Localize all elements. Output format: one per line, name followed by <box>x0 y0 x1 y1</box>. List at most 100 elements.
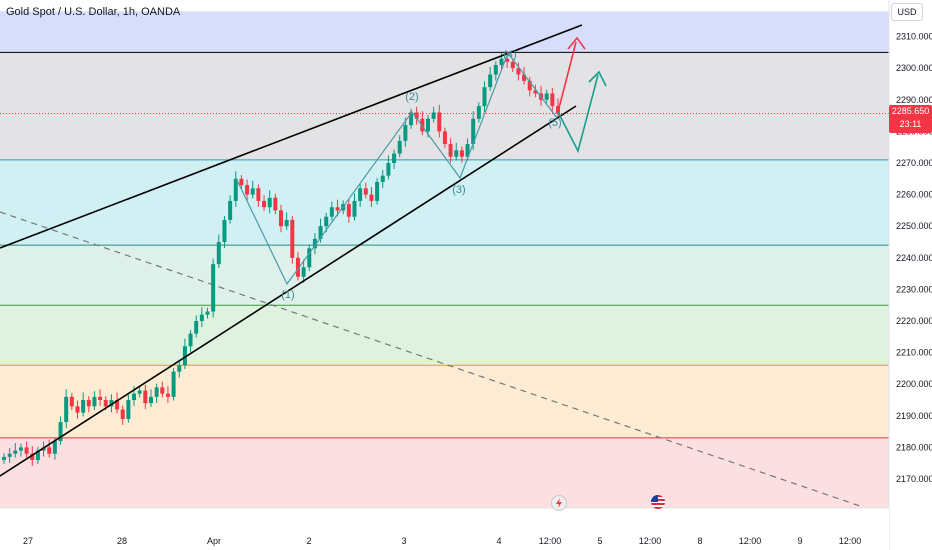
candle-body <box>448 144 453 157</box>
candle <box>324 212 329 233</box>
candle-body <box>459 150 464 157</box>
lightning-icon[interactable] <box>551 495 567 511</box>
y-tick-label: 2230.000 <box>896 284 932 294</box>
y-tick-label: 2250.000 <box>896 221 932 231</box>
candle-body <box>290 219 295 258</box>
candle-body <box>363 188 368 195</box>
candle-body <box>115 400 120 410</box>
candle-body <box>510 61 515 69</box>
y-tick-label: 2170.000 <box>896 474 932 484</box>
candle <box>58 416 63 445</box>
candle <box>346 198 351 223</box>
candle-body <box>431 112 436 119</box>
bullish-arrowhead <box>588 70 607 87</box>
candle <box>222 216 227 249</box>
candle <box>64 389 69 429</box>
candle-body <box>318 226 323 239</box>
candle-body <box>165 393 170 397</box>
x-tick-label: 12:00 <box>639 536 662 546</box>
currency-selector[interactable]: USD <box>891 3 923 21</box>
candle <box>533 84 538 98</box>
candle <box>239 175 244 189</box>
candle <box>228 195 233 224</box>
candle-body <box>493 65 498 75</box>
candle <box>352 193 357 221</box>
candle-body <box>177 365 182 372</box>
bullish-arrow-path <box>557 74 599 154</box>
candle-body <box>239 178 244 186</box>
candle <box>182 338 187 370</box>
candle-body <box>137 390 142 394</box>
candle <box>75 400 80 419</box>
candle-body <box>442 131 447 145</box>
candle <box>199 307 204 328</box>
candle-body <box>24 447 29 454</box>
x-tick-label: 12:00 <box>839 536 862 546</box>
candle <box>544 89 549 104</box>
y-tick-label: 2220.000 <box>896 316 932 326</box>
candle-body <box>2 456 6 461</box>
wave-label: (3) <box>452 184 465 196</box>
wave-label: (5) <box>548 117 561 129</box>
y-tick-label: 2240.000 <box>896 253 932 263</box>
candle-body <box>522 74 527 81</box>
candle-body <box>465 144 470 157</box>
candle <box>290 216 295 264</box>
lower-channel-line <box>0 105 577 477</box>
candle <box>403 117 408 147</box>
chart-title: Gold Spot / U.S. Dollar, 1h, OANDA <box>6 6 181 18</box>
candle <box>92 391 97 411</box>
candle <box>550 87 555 113</box>
candle-body <box>35 450 40 461</box>
candle-body <box>216 242 221 265</box>
candle <box>47 439 52 458</box>
candle <box>476 102 481 123</box>
bearish-arrow-path <box>557 41 577 113</box>
candle <box>216 234 221 268</box>
candle <box>267 190 272 214</box>
candle-body <box>516 68 521 75</box>
candle-body <box>86 400 91 407</box>
candle <box>109 394 114 413</box>
y-tick-label: 2200.000 <box>896 379 932 389</box>
zone-6 <box>0 437 889 508</box>
candle-body <box>194 321 199 334</box>
candle <box>177 359 182 378</box>
candle-body <box>346 204 351 217</box>
candle <box>13 442 18 458</box>
wave-label: (2) <box>405 91 418 103</box>
candle <box>256 184 261 207</box>
candle-body <box>7 453 12 457</box>
candle <box>414 106 419 125</box>
candle-body <box>324 216 329 227</box>
candle-body <box>544 93 549 100</box>
candle <box>165 386 170 403</box>
candle <box>194 315 199 338</box>
candle-body <box>358 188 363 201</box>
candle-body <box>47 447 52 454</box>
upper-channel-line <box>0 24 583 249</box>
candle-body <box>120 409 125 419</box>
us-flag-icon[interactable] <box>651 495 665 509</box>
candle <box>171 367 176 401</box>
zone-0 <box>0 11 889 53</box>
candle-body <box>188 333 193 347</box>
candle-body <box>109 400 114 407</box>
x-tick-label: 27 <box>23 536 33 546</box>
candle-body <box>250 188 255 195</box>
candle-body <box>103 400 108 407</box>
candle <box>137 386 142 398</box>
x-tick-label: 8 <box>697 536 702 546</box>
candle-body <box>527 80 532 91</box>
candle <box>312 233 317 255</box>
candle <box>301 259 306 283</box>
candle-body <box>30 453 35 461</box>
candle <box>245 179 250 201</box>
candle-body <box>488 74 493 88</box>
candle-body <box>245 185 250 195</box>
y-tick-label: 2210.000 <box>896 348 932 358</box>
candle <box>35 446 40 464</box>
x-tick-label: 2 <box>306 536 311 546</box>
candle <box>211 258 216 318</box>
